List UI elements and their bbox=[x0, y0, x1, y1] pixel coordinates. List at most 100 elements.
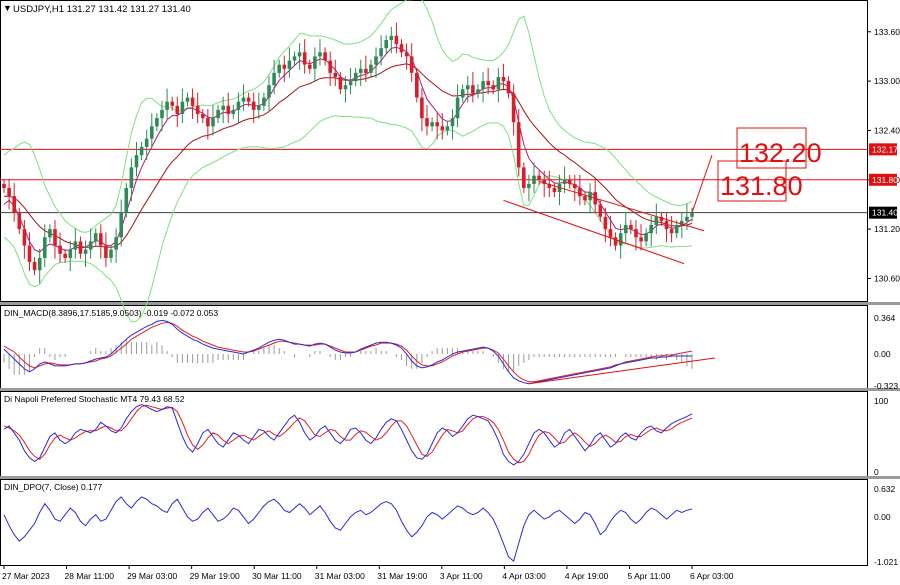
candle-body bbox=[567, 179, 572, 184]
candle-body bbox=[180, 101, 185, 114]
candle-body bbox=[460, 89, 465, 98]
candle-body bbox=[251, 101, 256, 110]
time-tick-label: 31 Mar 19:00 bbox=[377, 571, 427, 581]
candle-body bbox=[562, 179, 567, 184]
candle-body bbox=[583, 196, 587, 201]
candle-body bbox=[32, 262, 37, 271]
panel-separator[interactable] bbox=[0, 302, 900, 305]
macd-plot: 0.364 0.00 -0.323 bbox=[3, 313, 898, 391]
candle-body bbox=[165, 101, 169, 110]
candle-body bbox=[139, 146, 144, 156]
candle-body bbox=[221, 105, 225, 110]
annotation-lower-value: 131.80 bbox=[720, 171, 803, 201]
candle-body bbox=[379, 48, 383, 57]
candle-body bbox=[374, 56, 378, 65]
candle-body bbox=[680, 220, 684, 225]
candle-body bbox=[624, 225, 628, 234]
candle-body bbox=[532, 175, 536, 184]
triangle-down-icon[interactable]: ▼ bbox=[3, 3, 12, 13]
candle-body bbox=[664, 220, 669, 230]
candle-body bbox=[246, 97, 251, 102]
candle-body bbox=[552, 188, 557, 193]
candle-body bbox=[537, 175, 541, 180]
annotation-box-lower bbox=[717, 160, 787, 202]
candle-body bbox=[542, 179, 546, 184]
stochastic-tick-label: 100 bbox=[874, 396, 888, 406]
time-tick-label: 27 Mar 2023 bbox=[2, 571, 50, 581]
candle-body bbox=[409, 56, 414, 73]
candle-body bbox=[257, 105, 261, 110]
candle-body bbox=[674, 225, 679, 234]
candle-body bbox=[58, 245, 62, 254]
candle-body bbox=[267, 85, 271, 98]
dpo-label: DIN_DPO(7, Close) 0.177 bbox=[4, 482, 103, 492]
candle-body bbox=[649, 225, 653, 234]
macd-tick-label: 0.00 bbox=[874, 349, 891, 359]
candle-body bbox=[359, 68, 363, 73]
candle-body bbox=[308, 64, 312, 69]
stochastic-plot: 100 0 bbox=[3, 396, 888, 477]
time-tick-label: 31 Mar 03:00 bbox=[315, 571, 365, 581]
candle-body bbox=[516, 122, 521, 168]
macd-label: DIN_MACD(8.3896,17.5185,9.0503) -0.019 -… bbox=[4, 308, 218, 318]
dpo-panel-frame bbox=[0, 479, 868, 566]
macd-tick-label: -0.323 bbox=[874, 381, 898, 391]
candle-body bbox=[476, 89, 480, 94]
price-tick-label: 132.40 bbox=[874, 125, 900, 135]
candle-body bbox=[37, 257, 42, 271]
projection-line bbox=[691, 154, 713, 213]
candle-body bbox=[144, 138, 149, 147]
dpo-tick-label: 0.632 bbox=[874, 484, 896, 494]
candle-body bbox=[430, 122, 434, 127]
moving-averages bbox=[3, 46, 693, 253]
panel-separator[interactable] bbox=[0, 476, 900, 479]
time-tick-label: 4 Apr 19:00 bbox=[565, 571, 609, 581]
channel-lower-line bbox=[503, 199, 685, 265]
candle-body bbox=[506, 81, 511, 94]
candle-body bbox=[302, 52, 307, 65]
candle-body bbox=[501, 77, 506, 82]
time-axis: 27 Mar 2023 28 Mar 11:00 29 Mar 03:00 29 Ma… bbox=[2, 565, 734, 581]
candle-body bbox=[201, 114, 205, 119]
candle-body bbox=[618, 233, 623, 246]
candle-body bbox=[450, 118, 455, 127]
candle-body bbox=[425, 118, 429, 127]
candle-body bbox=[578, 188, 582, 197]
candle-body bbox=[68, 249, 73, 258]
candle-body bbox=[282, 64, 287, 69]
channel-upper-line bbox=[538, 180, 705, 232]
candle-body bbox=[155, 118, 159, 127]
candle-body bbox=[608, 229, 613, 238]
candle-body bbox=[318, 52, 322, 57]
candle-body bbox=[12, 196, 16, 213]
stoch-panel-frame bbox=[0, 391, 868, 477]
candle-body bbox=[216, 109, 220, 119]
candle-body bbox=[481, 81, 485, 90]
stochastic-tick-label: 0 bbox=[874, 467, 879, 477]
candle-body bbox=[384, 40, 388, 49]
candle-body bbox=[73, 241, 78, 250]
candle-body bbox=[262, 97, 266, 106]
price-tick-label: 131.20 bbox=[874, 224, 900, 234]
candle-body bbox=[78, 241, 83, 254]
candle-body bbox=[277, 64, 281, 73]
candle-body bbox=[353, 72, 358, 82]
candle-body bbox=[394, 35, 399, 45]
candle-body bbox=[527, 183, 531, 188]
candle-body bbox=[27, 245, 32, 262]
price-level-tag-label: 131.80 bbox=[872, 175, 898, 185]
panel-separator[interactable] bbox=[0, 388, 900, 391]
lower-band-line bbox=[3, 115, 693, 323]
envelope-bands bbox=[3, 0, 693, 323]
candle-body bbox=[654, 216, 659, 225]
candle-body bbox=[399, 44, 404, 53]
candle-body bbox=[644, 233, 648, 242]
candle-body bbox=[22, 229, 27, 246]
macd-signal-line bbox=[3, 321, 693, 383]
candle-body bbox=[88, 241, 93, 250]
annotation-box-upper bbox=[736, 127, 807, 169]
candle-body bbox=[93, 233, 98, 242]
candle-body bbox=[547, 183, 552, 188]
